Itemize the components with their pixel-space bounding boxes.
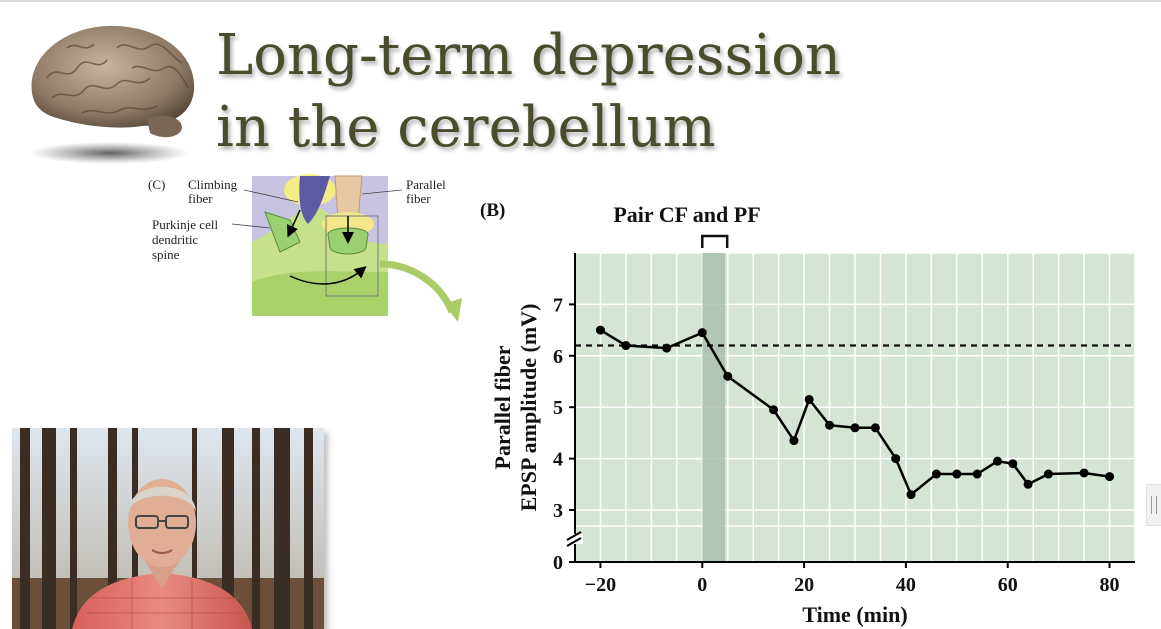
panel-c-label: (C) [148, 177, 166, 192]
chart-svg: 0 3 4 5 6 7 −20 0 20 40 60 80 (B) Pair CF and PF Ti… [480, 200, 1136, 627]
data-point [723, 371, 733, 381]
data-point [931, 469, 941, 479]
presenter-image [12, 428, 324, 629]
climbing-fiber-label: Climbing [188, 177, 238, 192]
data-point [1079, 468, 1089, 478]
axis-break-gap [567, 534, 583, 544]
presenter-video[interactable] [12, 428, 324, 629]
side-scroll-handle[interactable] [1146, 484, 1161, 526]
data-point [1008, 459, 1018, 469]
x-axis-label: Time (min) [802, 602, 907, 627]
data-point [697, 328, 707, 338]
brain-image [30, 25, 195, 164]
data-point [825, 420, 835, 430]
data-point [850, 423, 860, 433]
x-tick-label: 20 [794, 574, 814, 596]
data-point [769, 405, 779, 415]
data-series [595, 325, 1115, 500]
tick-labels: 0 3 4 5 6 7 −20 0 20 40 60 80 [553, 294, 1120, 596]
purkinje-label-2: dendritic [152, 232, 199, 247]
grip-icon [1151, 496, 1157, 514]
y-tick-label: 6 [553, 346, 563, 368]
data-point [1023, 479, 1033, 489]
data-point [906, 490, 916, 500]
data-point [972, 469, 982, 479]
slide-title: Long-term depression in the cerebellum [216, 20, 936, 164]
parallel-fiber-label: Parallel [406, 177, 446, 192]
x-tick-label: −20 [585, 574, 616, 596]
data-point [952, 469, 962, 479]
panel-c-diagram: (C) Climbing fiber Purkinje cell dendrit… [140, 172, 470, 332]
top-border [0, 0, 1161, 2]
grid [574, 252, 1136, 562]
data-point [804, 394, 814, 404]
data-point [662, 343, 672, 353]
climbing-fiber-label-2: fiber [188, 191, 213, 206]
pairing-annotation: Pair CF and PF [613, 202, 760, 227]
axis-break-mark [566, 537, 582, 547]
synapse-illustration [231, 174, 462, 322]
x-tick-label: 0 [697, 574, 707, 596]
ltd-chart: 0 3 4 5 6 7 −20 0 20 40 60 80 (B) Pair CF and PF Ti… [470, 190, 1150, 629]
data-point [789, 436, 799, 446]
y-tick-label: 0 [553, 552, 563, 574]
data-point [1105, 472, 1115, 482]
pairing-band [702, 253, 726, 562]
data-point [1043, 469, 1053, 479]
x-tick-label: 80 [1100, 574, 1120, 596]
x-tick-label: 60 [998, 574, 1018, 596]
parallel-fiber-label-2: fiber [406, 191, 431, 206]
y-tick-label: 4 [553, 449, 563, 471]
title-line-2: in the cerebellum [216, 95, 716, 160]
y-tick-label: 3 [553, 500, 563, 522]
data-point [870, 423, 880, 433]
x-tick-label: 40 [896, 574, 916, 596]
y-axis-label-line-1: Parallel fiber [490, 345, 515, 469]
y-tick-label: 7 [553, 294, 563, 316]
panel-b-label: (B) [480, 200, 505, 221]
pairing-bracket [701, 234, 729, 248]
data-point [621, 341, 631, 351]
y-axis-label-line-2: EPSP amplitude (mV) [516, 304, 541, 512]
data-point [993, 456, 1003, 466]
y-tick-label: 5 [553, 397, 563, 419]
data-point [891, 454, 901, 464]
purkinje-label-3: spine [152, 247, 180, 262]
title-line-1: Long-term depression [216, 23, 841, 88]
series-line [599, 329, 1110, 497]
data-point [595, 325, 605, 335]
purkinje-label: Purkinje cell [152, 217, 219, 232]
axis-break-mark [566, 531, 582, 541]
